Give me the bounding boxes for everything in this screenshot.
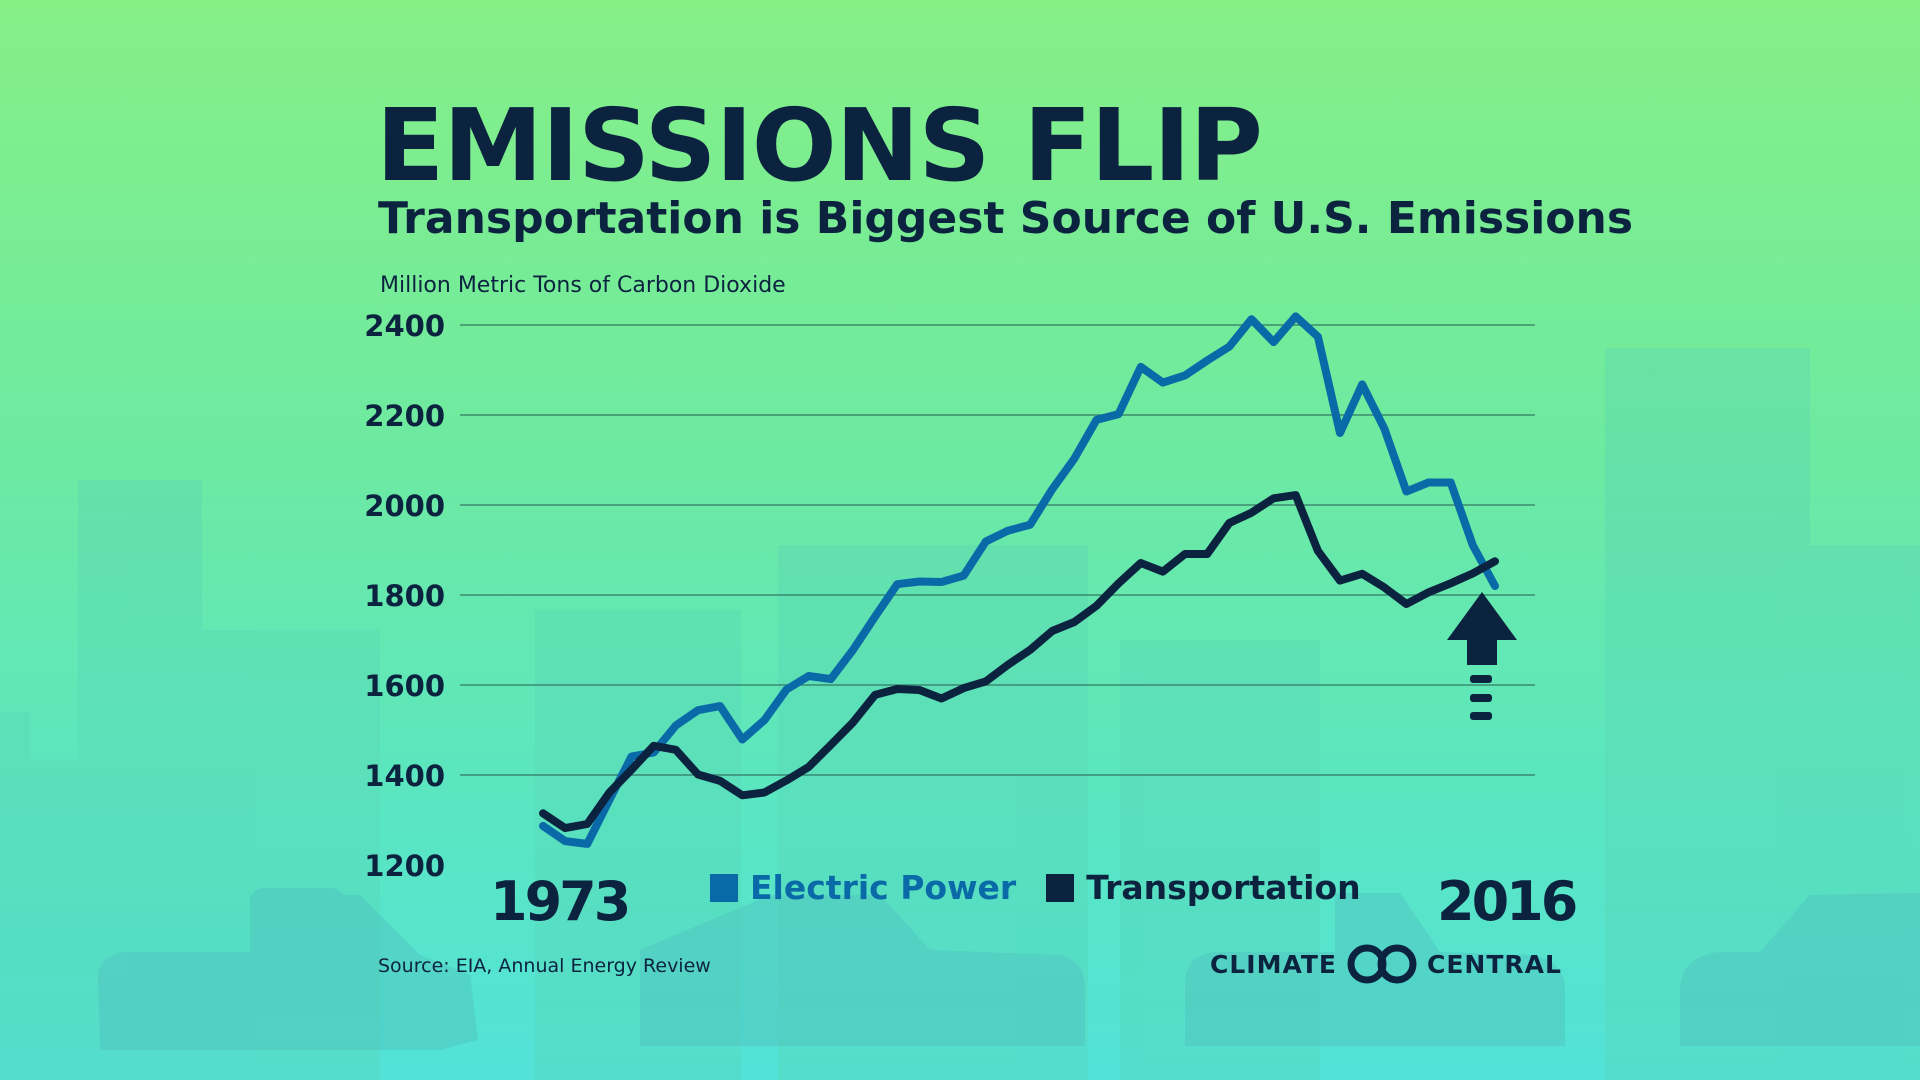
chart-subtitle: Transportation is Biggest Source of U.S.… [378,193,1634,244]
chart-title: EMISSIONS FLIP [376,87,1263,204]
y-tick-label-2200: 2200 [364,399,445,433]
legend: Electric Power Transportation [710,868,1391,907]
legend-swatch-transportation [1046,873,1075,902]
series-lines [539,312,1499,848]
legend-item-transportation: Transportation [1046,868,1361,907]
gridlines [460,324,1535,776]
y-tick-labels: 2400 2200 2000 1800 1600 1400 1200 [364,309,445,883]
y-tick-label-1800: 1800 [364,579,445,613]
logo-text-right: CENTRAL [1427,949,1562,979]
up-arrow-icon [1447,592,1517,720]
y-tick-label-1200: 1200 [364,849,445,883]
y-tick-label-2000: 2000 [364,489,445,523]
legend-item-electric-power: Electric Power [710,868,1016,907]
series-line-transportation [539,491,1499,833]
x-tick-label-end: 2016 [1437,870,1576,933]
climate-central-logo-icon [1347,944,1417,984]
y-tick-label-1400: 1400 [364,759,445,793]
x-tick-label-start: 1973 [490,870,628,933]
series-line-electric-power [539,312,1499,848]
y-axis-label: Million Metric Tons of Carbon Dioxide [380,273,786,298]
x-tick-labels: 1973 2016 [490,870,1579,933]
logo-text-left: CLIMATE [1210,949,1337,979]
y-tick-label-2400: 2400 [364,309,445,343]
climate-central-logo: CLIMATE CENTRAL [1210,944,1562,984]
legend-label-electric-power: Electric Power [750,868,1017,907]
y-tick-label-1600: 1600 [364,669,445,703]
legend-label-transportation: Transportation [1086,868,1361,907]
legend-swatch-electric-power [710,873,738,902]
source-note: Source: EIA, Annual Energy Review [378,955,711,977]
